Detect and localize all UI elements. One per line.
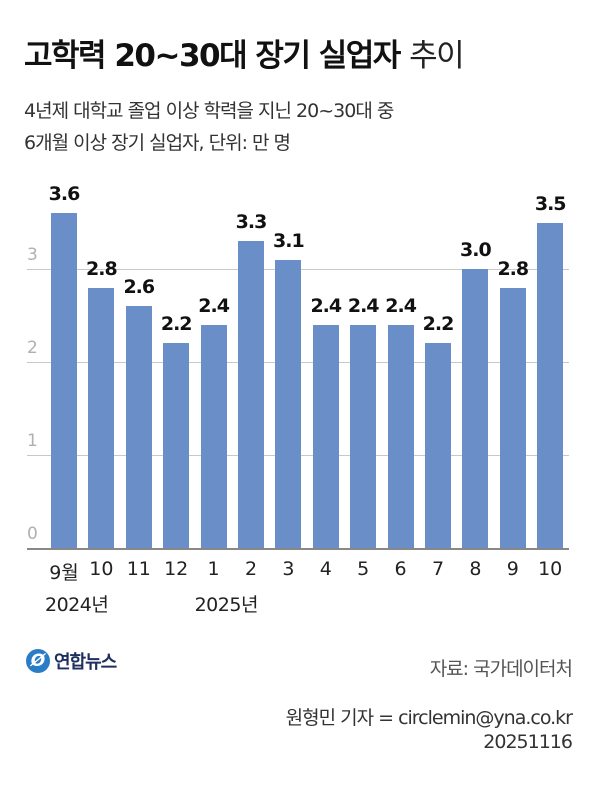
value-label: 2.4 xyxy=(347,294,380,317)
bar xyxy=(88,287,115,548)
chart-title: 고학력 20~30대 장기 실업자 추이 xyxy=(24,30,465,75)
bar xyxy=(163,343,190,548)
x-tick-label: 11 xyxy=(126,558,151,580)
publish-date: 20251116 xyxy=(483,731,573,753)
yonhap-logo: Ø 연합뉴스 xyxy=(26,648,117,674)
value-label: 3.1 xyxy=(273,229,305,252)
bar-chart: 0 1 2 3 3.6 9월 2.8 10 2.6 11 2.2 12 2.4 1 3.3 2 3.1 3 2.4 4… xyxy=(27,183,569,616)
x-tick-label: 7 xyxy=(431,558,445,580)
x-tick-label: 3 xyxy=(282,558,295,580)
bar xyxy=(238,241,264,548)
x-tick-label: 8 xyxy=(469,558,482,580)
logo-text: 연합뉴스 xyxy=(54,652,117,673)
value-label: 2.4 xyxy=(198,294,230,317)
year-label: 2025년 xyxy=(194,594,259,616)
value-label: 3.3 xyxy=(235,211,268,234)
bar xyxy=(350,324,377,548)
value-label: 2.2 xyxy=(160,313,193,336)
bar xyxy=(499,287,526,548)
x-tick-label: 10 xyxy=(538,558,563,580)
x-tick-label: 10 xyxy=(89,558,114,580)
value-label: 2.8 xyxy=(86,257,118,280)
bar xyxy=(51,213,77,548)
y-tick-label: 0 xyxy=(27,524,38,544)
bar xyxy=(200,324,227,548)
bar xyxy=(312,324,339,548)
value-label: 2.4 xyxy=(385,294,417,317)
bar xyxy=(425,343,451,548)
bar xyxy=(125,306,152,548)
subtitle-line-1: 4년제 대학교 졸업 이상 학력을 지닌 20~30대 중 xyxy=(24,100,394,122)
y-tick-label: 3 xyxy=(27,245,38,265)
byline: 원형민 기자 = circlemin@yna.co.kr 20251116 xyxy=(285,706,573,754)
title-bold: 고학력 20~30대 장기 실업자 xyxy=(24,38,401,74)
y-tick-label: 1 xyxy=(27,431,38,451)
year-label: 2024년 xyxy=(45,594,109,616)
value-label: 2.8 xyxy=(497,257,529,280)
x-tick-label: 1 xyxy=(207,558,220,580)
bar xyxy=(387,324,414,548)
value-label: 2.4 xyxy=(310,294,342,317)
title-light: 추이 xyxy=(409,38,465,74)
value-label: 3.5 xyxy=(534,192,567,215)
value-label: 2.2 xyxy=(422,313,455,336)
x-tick-label: 9 xyxy=(506,558,519,580)
subtitle-line-2: 6개월 이상 장기 실업자, 단위: 만 명 xyxy=(24,132,291,154)
x-tick-label: 12 xyxy=(164,558,189,580)
gridline xyxy=(27,548,569,550)
yonhap-logo-icon: Ø xyxy=(26,649,50,673)
x-tick-label: 6 xyxy=(394,558,407,580)
value-label: 3.0 xyxy=(460,239,492,261)
x-tick-label: 9월 xyxy=(49,562,79,584)
x-tick-label: 5 xyxy=(357,558,370,580)
x-tick-label: 4 xyxy=(319,558,332,580)
y-tick-label: 2 xyxy=(27,338,38,358)
x-tick-label: 2 xyxy=(244,558,258,580)
value-label: 3.6 xyxy=(48,183,81,206)
bar xyxy=(537,222,564,548)
reporter-credit: 원형민 기자 = circlemin@yna.co.kr xyxy=(285,707,573,729)
bar xyxy=(462,269,489,548)
source-text: 자료: 국가데이터처 xyxy=(429,658,573,680)
value-label: 2.6 xyxy=(123,276,155,299)
bar xyxy=(275,259,302,548)
